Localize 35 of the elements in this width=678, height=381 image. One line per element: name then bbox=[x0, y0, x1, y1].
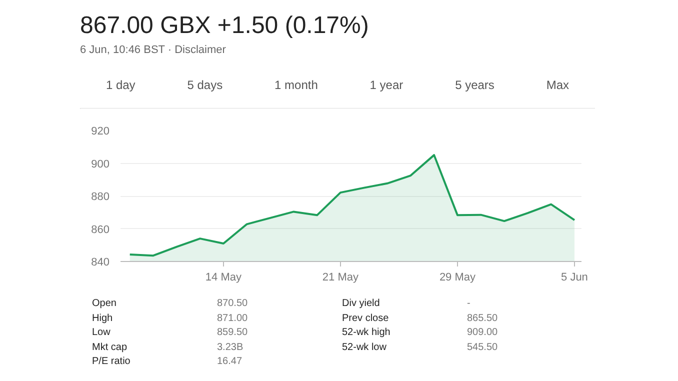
text: High bbox=[92, 312, 114, 326]
x-tick-label: 21 May bbox=[322, 272, 360, 284]
chart-subtitle: 6 Jun, 10:46 BST · Disclaimer bbox=[80, 43, 227, 58]
y-tick-label: 860 bbox=[91, 224, 110, 236]
text: 3.23B bbox=[217, 340, 244, 354]
text: 16.47 bbox=[217, 355, 244, 369]
text: 545.50 bbox=[467, 340, 499, 354]
text: Max bbox=[546, 76, 570, 94]
text: 1 year bbox=[370, 76, 404, 94]
y-tick-label: 920 bbox=[91, 126, 110, 138]
text: 870.50 bbox=[217, 297, 249, 311]
text: Div yield bbox=[342, 297, 381, 311]
text: 865.50 bbox=[467, 312, 499, 326]
text: Prev close bbox=[342, 312, 390, 326]
text: 52-wk high bbox=[342, 326, 392, 340]
x-tick-label: 14 May bbox=[205, 272, 242, 284]
x-tick-label: 29 May bbox=[439, 272, 476, 284]
text: 1 day bbox=[106, 76, 136, 94]
text: 52-wk low bbox=[342, 340, 388, 354]
y-tick-label: 840 bbox=[91, 256, 110, 268]
y-tick-label: 900 bbox=[91, 158, 110, 170]
chart-title: 867.00 GBX +1.50 (0.17%) bbox=[80, 11, 370, 41]
text: 5 years bbox=[455, 76, 494, 94]
y-tick-label: 880 bbox=[91, 191, 110, 203]
x-tick-label: 5 Jun bbox=[561, 272, 588, 284]
text: P/E ratio bbox=[92, 355, 132, 369]
text: 1 month bbox=[274, 76, 318, 94]
text: Open bbox=[92, 297, 118, 311]
text: 909.00 bbox=[467, 326, 499, 340]
text: Mkt cap bbox=[92, 340, 128, 354]
text: 871.00 bbox=[217, 312, 249, 326]
text: Low bbox=[92, 326, 112, 340]
text: - bbox=[467, 297, 472, 311]
text: 859.50 bbox=[217, 326, 249, 340]
text: 5 days bbox=[187, 76, 223, 94]
